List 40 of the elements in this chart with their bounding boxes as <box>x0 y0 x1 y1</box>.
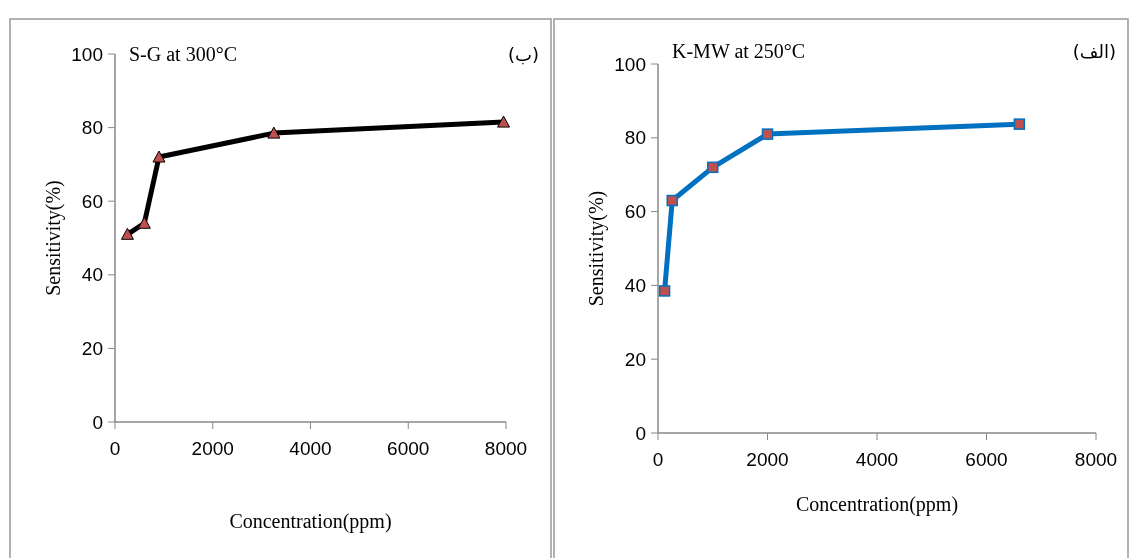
y-tick-label: 20 <box>81 338 103 360</box>
y-tick-label: 60 <box>624 201 646 223</box>
point <box>137 216 151 229</box>
y-tick-label: 80 <box>624 127 646 149</box>
y-tick-label: 100 <box>614 53 646 75</box>
x-tick-label: 2000 <box>746 449 789 470</box>
y-tick-label: 100 <box>71 43 103 65</box>
point <box>497 115 511 128</box>
y-tick-label: 40 <box>624 275 646 297</box>
y-tick-label: 80 <box>81 117 103 139</box>
x-tick-label: 6000 <box>965 449 1008 470</box>
y-tick-label: 20 <box>624 348 646 370</box>
x-tick-label: 0 <box>652 449 664 470</box>
y-tick-label: 0 <box>92 411 103 433</box>
x-tick-label: 6000 <box>387 438 430 459</box>
y-tick-label: 40 <box>81 264 103 286</box>
point <box>707 161 719 174</box>
x-tick-label: 4000 <box>289 438 332 459</box>
x-axis-title: Concentration(ppm) <box>229 510 392 533</box>
x-tick-label: 8000 <box>484 438 528 459</box>
x-axis-title: Concentration(ppm) <box>795 493 959 516</box>
y-axis-title: Sensitivity(%) <box>42 180 65 296</box>
text: (الف) <box>1072 41 1116 62</box>
point <box>120 227 134 240</box>
y-axis-title: Sensitivity(%) <box>585 190 608 307</box>
point <box>666 194 678 207</box>
y-tick-label: 0 <box>635 422 646 444</box>
x-tick-label: 8000 <box>1074 449 1118 470</box>
point <box>658 285 671 297</box>
chart-title: S-G at 300°C <box>129 43 237 65</box>
chart-title: K-MW at 250°C <box>672 40 806 62</box>
y-tick-label: 60 <box>81 190 103 212</box>
text: (ب) <box>507 44 539 65</box>
point <box>1013 118 1026 130</box>
point <box>267 126 281 139</box>
x-tick-label: 4000 <box>855 449 899 470</box>
point <box>761 128 774 140</box>
point <box>152 150 166 163</box>
x-tick-label: 2000 <box>191 438 234 459</box>
x-tick-label: 0 <box>109 438 121 459</box>
